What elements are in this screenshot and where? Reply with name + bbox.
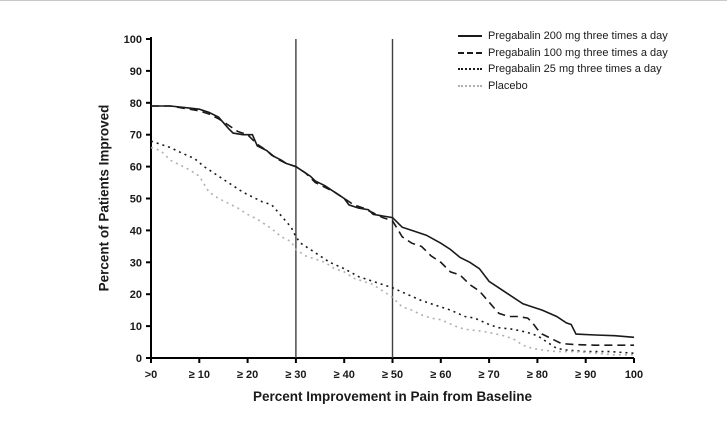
x-tick-label: ≥ 40	[334, 369, 355, 381]
y-tick-label: 0	[136, 353, 142, 365]
gray-dotted-line-marker	[458, 84, 482, 87]
y-tick-label: 70	[130, 130, 142, 142]
series-line-1	[151, 105, 634, 347]
legend-label: Pregabalin 100 mg three times a day	[488, 46, 668, 59]
y-tick-label: 90	[130, 66, 142, 78]
x-tick-label: ≥ 30	[285, 369, 306, 381]
legend-item: Pregabalin 25 mg three times a day	[458, 61, 668, 78]
x-tick-label: ≥ 50	[382, 369, 403, 381]
x-tick-label: ≥ 70	[478, 369, 499, 381]
y-tick-label: 50	[130, 194, 142, 206]
legend-label: Pregabalin 25 mg three times a day	[488, 63, 662, 76]
x-tick-label: ≥ 10	[189, 369, 210, 381]
y-axis-title: Percent of Patients Improved	[96, 104, 112, 292]
y-tick-label: 30	[130, 257, 142, 269]
legend-item: Pregabalin 100 mg three times a day	[458, 45, 668, 62]
x-tick-label: ≥ 20	[237, 369, 258, 381]
y-tick-label: 100	[124, 34, 142, 46]
x-tick-label: ≥ 80	[527, 369, 548, 381]
y-tick-label: 80	[130, 98, 142, 110]
y-tick-label: 10	[130, 321, 142, 333]
series-line-3	[150, 146, 634, 356]
x-axis-title: Percent Improvement in Pain from Baselin…	[252, 389, 533, 404]
x-tick-label: ≥ 60	[430, 369, 451, 381]
y-tick-label: 20	[130, 289, 142, 301]
legend-label: Placebo	[488, 79, 528, 92]
legend-item: Placebo	[458, 78, 668, 95]
legend-label: Pregabalin 200 mg three times a day	[488, 30, 668, 43]
legend-item: Pregabalin 200 mg three times a day	[458, 28, 668, 45]
x-tick-label: >0	[145, 369, 158, 381]
series-line-0	[151, 105, 635, 339]
dotted-line-marker	[458, 68, 482, 71]
dashed-line-marker	[458, 51, 482, 54]
series-line-2	[150, 140, 635, 354]
legend: Pregabalin 200 mg three times a day Preg…	[458, 28, 668, 94]
y-tick-label: 60	[130, 162, 142, 174]
x-tick-label: 100	[625, 369, 643, 381]
y-tick-label: 40	[130, 225, 142, 237]
x-tick-label: ≥ 90	[575, 369, 596, 381]
solid-line-marker	[458, 35, 482, 38]
